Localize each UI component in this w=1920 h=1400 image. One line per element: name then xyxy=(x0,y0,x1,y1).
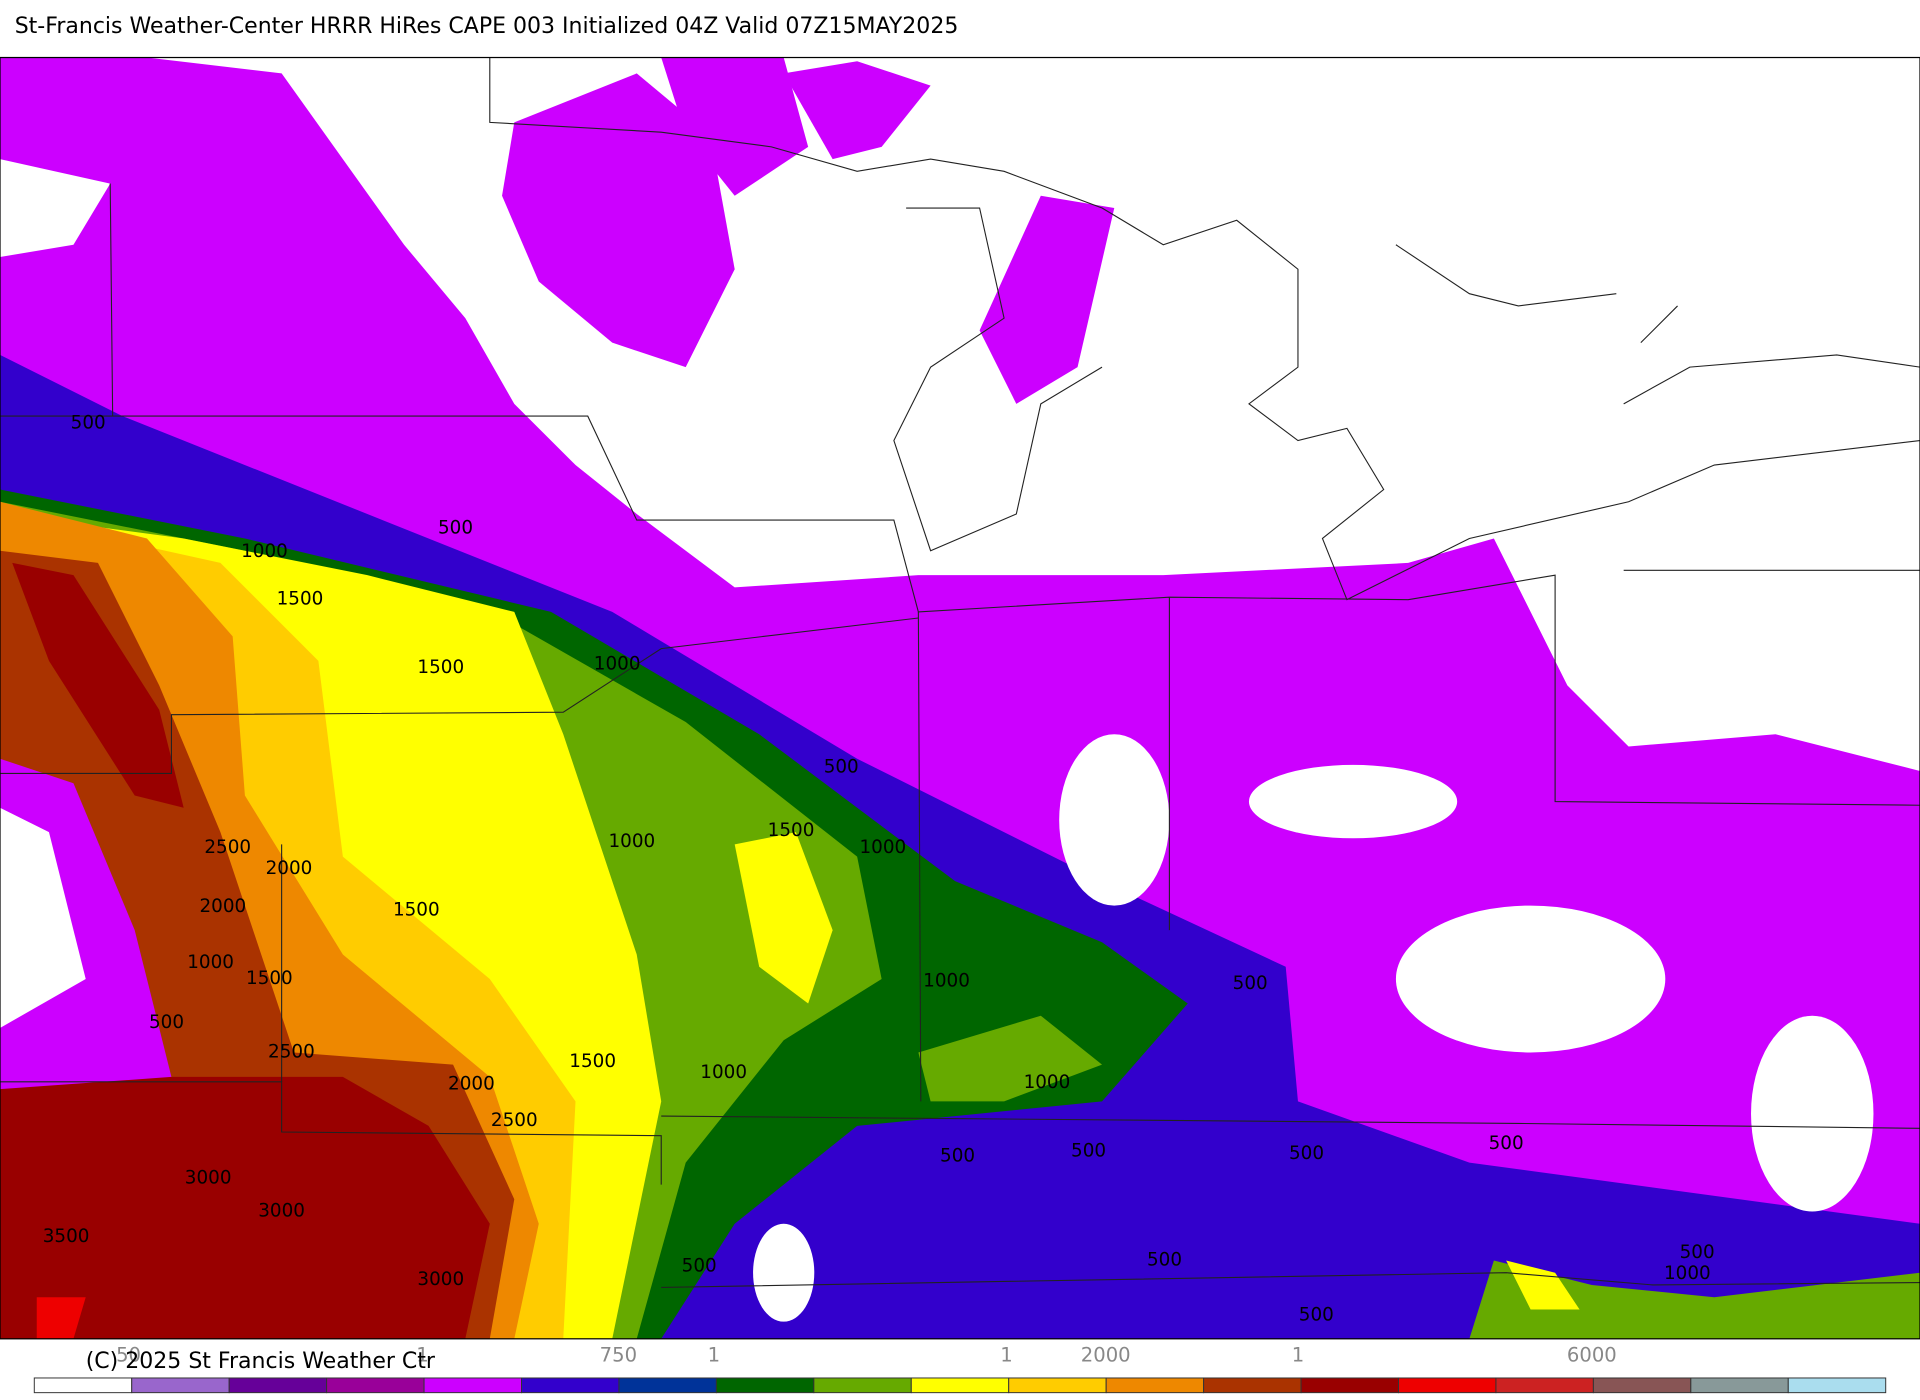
contour-label: 2000 xyxy=(266,858,313,879)
colorbar-swatch xyxy=(910,1377,1010,1394)
colorbar-swatch xyxy=(1398,1377,1497,1394)
colorbar-swatch xyxy=(813,1377,912,1394)
contour-label: 500 xyxy=(1147,1249,1182,1270)
contour-label: 500 xyxy=(71,412,106,433)
contour-label: 1500 xyxy=(277,589,324,610)
boundaries xyxy=(0,57,1920,1288)
contour-label: 2500 xyxy=(268,1041,315,1062)
contour-label: 1000 xyxy=(923,970,970,991)
colorbar-swatch xyxy=(1203,1377,1302,1394)
colorbar-swatch xyxy=(1690,1377,1789,1394)
contour-label: 1500 xyxy=(768,820,815,841)
colorbar-swatch xyxy=(521,1377,620,1394)
contour-label: 1000 xyxy=(608,831,655,852)
colorbar-swatch xyxy=(33,1377,133,1394)
contour-label: 3000 xyxy=(185,1167,232,1188)
colorbar-label: 1 xyxy=(1292,1343,1304,1366)
colorbar-label: 1 xyxy=(416,1343,428,1366)
contour-label: 1000 xyxy=(1024,1072,1071,1093)
contour-label: 500 xyxy=(438,518,473,539)
contour-label: 500 xyxy=(1233,973,1268,994)
contour-label: 1000 xyxy=(187,952,234,973)
map-frame xyxy=(0,56,1920,1340)
contour-label: 500 xyxy=(149,1012,184,1033)
colorbar-swatch xyxy=(1300,1377,1399,1394)
contour-label: 1500 xyxy=(569,1051,616,1072)
contour-label: 500 xyxy=(940,1145,975,1166)
contour-label: 500 xyxy=(824,756,859,777)
contour-label: 2000 xyxy=(448,1073,495,1094)
colorbar-label: 2000 xyxy=(1081,1343,1131,1366)
colorbar-swatch xyxy=(423,1377,522,1394)
contour-label: 1000 xyxy=(700,1062,747,1083)
colorbar-swatch xyxy=(228,1377,328,1394)
colorbar-swatch xyxy=(618,1377,717,1394)
contour-label: 2500 xyxy=(204,837,251,858)
colorbar-swatch xyxy=(1787,1377,1887,1394)
colorbar-swatch xyxy=(1592,1377,1692,1394)
contour-label: 500 xyxy=(1680,1242,1715,1263)
contour-label: 500 xyxy=(1289,1143,1324,1164)
contour-label: 1500 xyxy=(393,899,440,920)
contour-label: 2000 xyxy=(199,896,246,917)
contour-label: 1500 xyxy=(417,657,464,678)
contour-label: 3000 xyxy=(258,1201,305,1222)
contour-label: 500 xyxy=(1299,1305,1334,1326)
map-field xyxy=(0,57,1920,1339)
contour-label: 500 xyxy=(682,1256,717,1277)
map-title: St-Francis Weather-Center HRRR HiRes CAP… xyxy=(15,14,959,39)
contour-label: 1000 xyxy=(1664,1263,1711,1284)
contour-label: 1500 xyxy=(246,968,293,989)
contour-label: 500 xyxy=(1071,1141,1106,1162)
colorbar-label: 1 xyxy=(1000,1343,1012,1366)
colorbar-label: 1 xyxy=(708,1343,720,1366)
colorbar-swatch xyxy=(326,1377,425,1394)
colorbar-swatch xyxy=(715,1377,815,1394)
colorbar-label: 6000 xyxy=(1567,1343,1617,1366)
contour-label: 3000 xyxy=(417,1269,464,1290)
contour-label: 3500 xyxy=(43,1226,90,1247)
colorbar-swatch xyxy=(1008,1377,1107,1394)
colorbar-label: 750 xyxy=(600,1343,637,1366)
contour-label: 1000 xyxy=(594,654,641,675)
contour-label: 500 xyxy=(1489,1133,1524,1154)
colorbar-swatch xyxy=(131,1377,230,1394)
colorbar-swatch xyxy=(1105,1377,1205,1394)
colorbar: 50 1 750 1 1 2000 1 6000 xyxy=(33,1343,1887,1394)
contour-label: 1000 xyxy=(859,837,906,858)
contour-label: 2500 xyxy=(491,1110,538,1131)
contour-label: 1000 xyxy=(241,541,288,562)
copyright: (C) 2025 St Francis Weather Ctr xyxy=(86,1349,436,1374)
colorbar-swatch xyxy=(1495,1377,1594,1394)
colorbar-label: 50 xyxy=(116,1343,141,1366)
